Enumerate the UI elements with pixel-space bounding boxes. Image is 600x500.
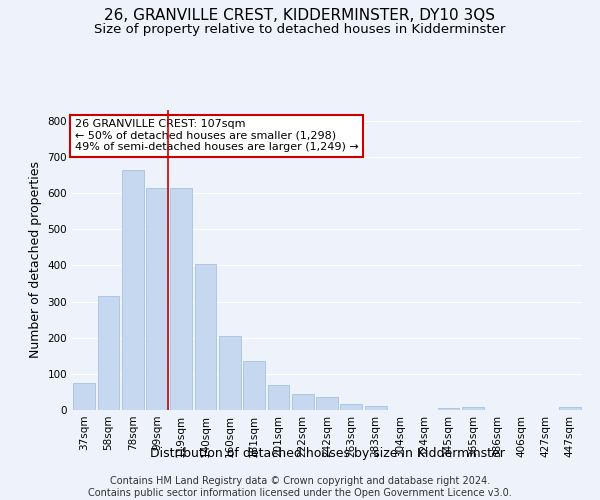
Bar xyxy=(340,404,362,410)
Bar xyxy=(97,296,119,410)
Bar xyxy=(437,408,460,410)
Text: Contains HM Land Registry data © Crown copyright and database right 2024.
Contai: Contains HM Land Registry data © Crown c… xyxy=(88,476,512,498)
Bar xyxy=(316,396,338,410)
Bar xyxy=(194,264,217,410)
Bar xyxy=(170,188,192,410)
Bar xyxy=(73,383,95,410)
Bar xyxy=(243,361,265,410)
Bar xyxy=(365,406,386,410)
Bar xyxy=(268,384,289,410)
Text: 26, GRANVILLE CREST, KIDDERMINSTER, DY10 3QS: 26, GRANVILLE CREST, KIDDERMINSTER, DY10… xyxy=(104,8,496,22)
Text: Size of property relative to detached houses in Kidderminster: Size of property relative to detached ho… xyxy=(94,22,506,36)
Bar xyxy=(219,336,241,410)
Text: Distribution of detached houses by size in Kidderminster: Distribution of detached houses by size … xyxy=(149,448,505,460)
Bar xyxy=(559,408,581,410)
Y-axis label: Number of detached properties: Number of detached properties xyxy=(29,162,42,358)
Bar xyxy=(122,170,143,410)
Bar xyxy=(146,188,168,410)
Text: 26 GRANVILLE CREST: 107sqm
← 50% of detached houses are smaller (1,298)
49% of s: 26 GRANVILLE CREST: 107sqm ← 50% of deta… xyxy=(74,119,358,152)
Bar xyxy=(292,394,314,410)
Bar xyxy=(462,407,484,410)
